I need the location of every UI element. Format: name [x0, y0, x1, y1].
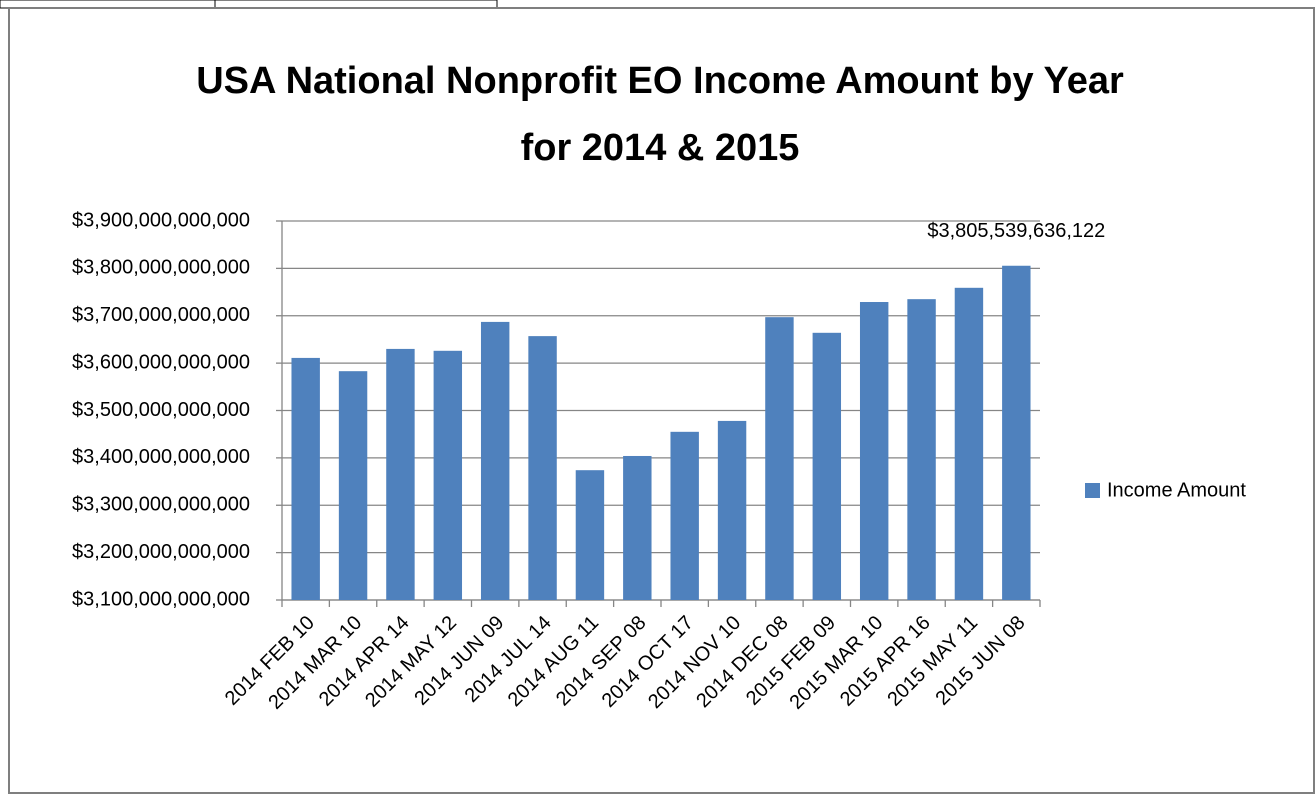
- bar: [528, 336, 557, 600]
- y-tick-label: $3,800,000,000,000: [72, 257, 250, 279]
- y-tick-label: $3,700,000,000,000: [72, 304, 250, 326]
- bar: [717, 420, 747, 600]
- y-tick-label: $3,200,000,000,000: [72, 541, 250, 563]
- y-tick-label: $3,600,000,000,000: [72, 351, 250, 373]
- y-tick-label: $3,900,000,000,000: [72, 209, 250, 231]
- chart-title: USA National Nonprofit EO Income Amount …: [196, 60, 1124, 169]
- bar: [433, 350, 463, 600]
- legend-label: Income Amount: [1107, 479, 1246, 501]
- legend-swatch: [1085, 483, 1100, 498]
- bar: [291, 357, 320, 600]
- bar: [670, 431, 699, 600]
- bar: [859, 302, 889, 600]
- bar: [623, 455, 652, 600]
- y-tick-label: $3,100,000,000,000: [72, 588, 250, 610]
- bar: [386, 348, 415, 600]
- y-tick-label: $3,400,000,000,000: [72, 446, 250, 468]
- chart-border: [8, 7, 1315, 794]
- data-label: $3,805,539,636,122: [927, 220, 1105, 242]
- bar: [765, 317, 794, 600]
- y-tick-label: $3,500,000,000,000: [72, 399, 250, 421]
- bar: [812, 332, 842, 600]
- header-cells: [0, 0, 498, 9]
- bar: [954, 287, 984, 600]
- bar: [907, 299, 936, 600]
- y-tick-label: $3,300,000,000,000: [72, 494, 250, 516]
- bar: [480, 321, 510, 600]
- bar: [1002, 265, 1031, 600]
- bar: [575, 470, 605, 600]
- bar: [338, 371, 368, 600]
